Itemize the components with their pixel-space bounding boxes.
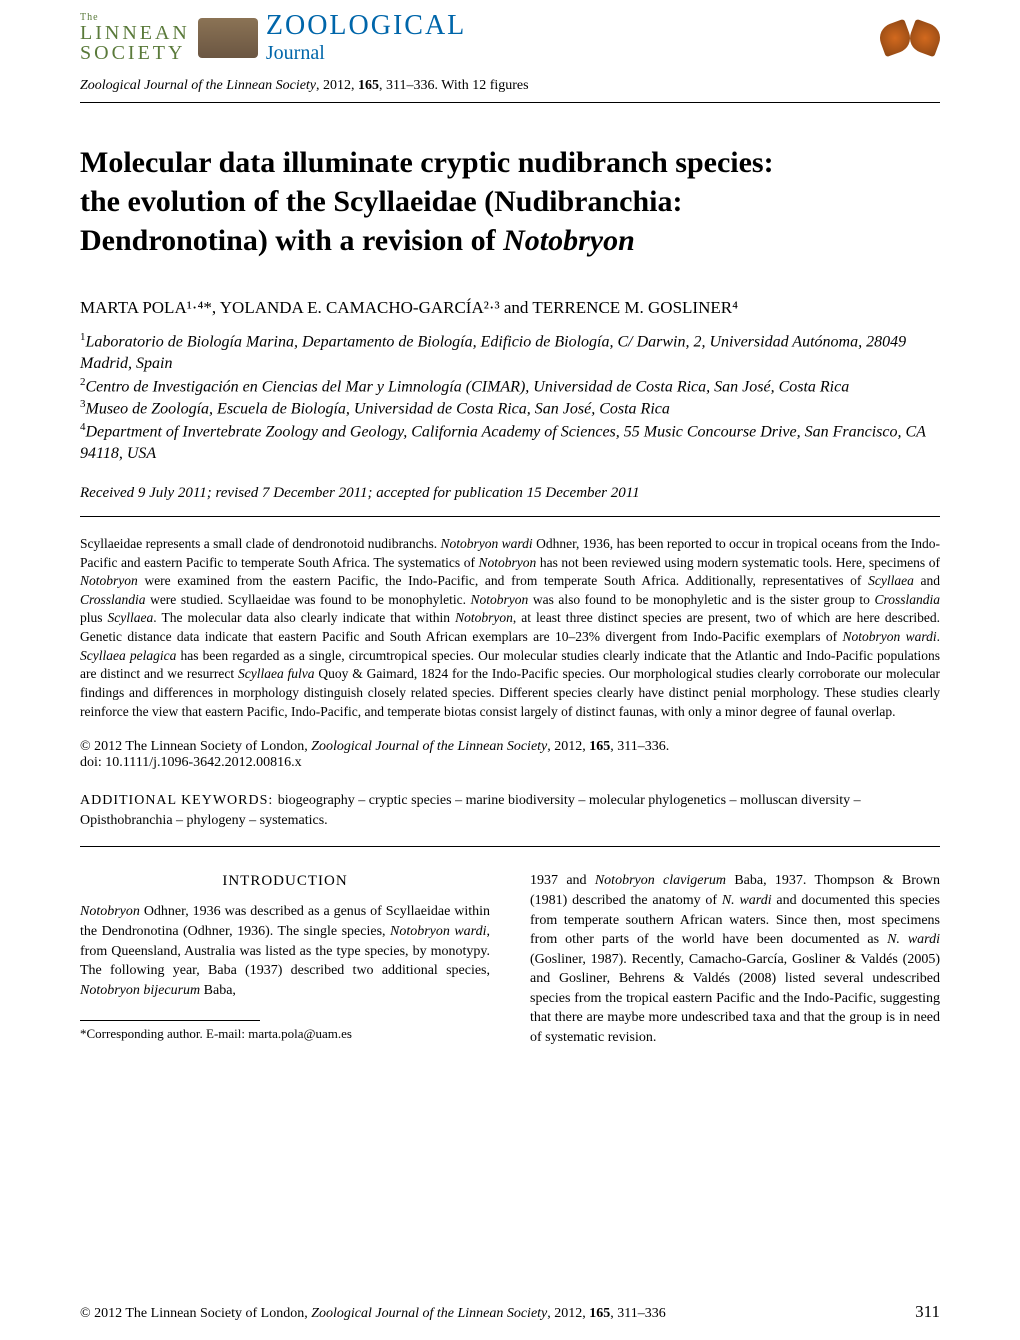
journal-name-sub: Journal bbox=[266, 42, 325, 65]
abs-t: . bbox=[937, 629, 940, 644]
intro-columns: INTRODUCTION Notobryon Odhner, 1936 was … bbox=[80, 847, 940, 1047]
linnean-society-logo: The LINNEAN SOCIETY bbox=[80, 13, 190, 63]
intro-t: (Gosliner, 1987). Recently, Camacho-Garc… bbox=[530, 952, 940, 1045]
citation-pages: , 311–336. With 12 figures bbox=[379, 78, 529, 93]
abs-i: Notobryon bbox=[471, 592, 529, 607]
keywords-block: ADDITIONAL KEYWORDS: biogeography – cryp… bbox=[80, 779, 940, 846]
journal-title-block: ZOOLOGICAL Journal bbox=[266, 10, 466, 65]
cr-a: © 2012 The Linnean Society of London, bbox=[80, 739, 311, 754]
abs-i: Scyllaea pelagica bbox=[80, 648, 176, 663]
intro-i: Notobryon bbox=[80, 904, 140, 919]
intro-i: Notobryon bijecurum bbox=[80, 983, 200, 998]
lion-crest-icon bbox=[198, 18, 258, 58]
intro-t: Baba, bbox=[200, 983, 236, 998]
article-dates: Received 9 July 2011; revised 7 December… bbox=[80, 481, 940, 516]
abs-i: Crosslandia bbox=[874, 592, 940, 607]
abs-i: Notobryon bbox=[479, 555, 537, 570]
abs-i: Scyllaea fulva bbox=[238, 666, 315, 681]
intro-heading: INTRODUCTION bbox=[80, 871, 490, 902]
keywords-label: ADDITIONAL KEYWORDS: bbox=[80, 793, 278, 808]
affil-2: Centro de Investigación en Ciencias del … bbox=[86, 378, 850, 395]
ft-a: © 2012 The Linnean Society of London, bbox=[80, 1306, 311, 1321]
abs-t: has not been reviewed using modern syste… bbox=[536, 555, 940, 570]
society-the: The bbox=[80, 13, 190, 23]
abs-t: were studied. Scyllaeidae was found to b… bbox=[146, 592, 471, 607]
copyright-block: © 2012 The Linnean Society of London, Zo… bbox=[80, 731, 940, 779]
society-name-2: SOCIETY bbox=[80, 43, 190, 63]
footer-citation: © 2012 The Linnean Society of London, Zo… bbox=[80, 1306, 666, 1322]
page-number: 311 bbox=[915, 1302, 940, 1322]
abs-t: plus bbox=[80, 610, 108, 625]
ft-journal: Zoological Journal of the Linnean Societ… bbox=[311, 1306, 547, 1321]
abs-t: . The molecular data also clearly indica… bbox=[153, 610, 455, 625]
main-content: Molecular data illuminate cryptic nudibr… bbox=[0, 103, 1020, 1048]
abs-i: Notobryon wardi bbox=[441, 536, 533, 551]
abs-t: was also found to be monophyletic and is… bbox=[528, 592, 874, 607]
journal-name-main: ZOOLOGICAL bbox=[266, 10, 466, 42]
citation-journal: Zoological Journal of the Linnean Societ… bbox=[80, 78, 316, 93]
society-name-1: LINNEAN bbox=[80, 23, 190, 43]
doi-line: doi: 10.1111/j.1096-3642.2012.00816.x bbox=[80, 755, 302, 770]
intro-right-para: 1937 and Notobryon clavigerum Baba, 1937… bbox=[530, 871, 940, 1047]
cr-vol: 165 bbox=[589, 739, 610, 754]
intro-i: Notobryon clavigerum bbox=[595, 873, 726, 888]
abs-t: Scyllaeidae represents a small clade of … bbox=[80, 536, 441, 551]
left-column: INTRODUCTION Notobryon Odhner, 1936 was … bbox=[80, 871, 490, 1047]
abs-i: Notobryon bbox=[455, 610, 513, 625]
article-title: Molecular data illuminate cryptic nudibr… bbox=[80, 143, 940, 260]
abs-i: Crosslandia bbox=[80, 592, 146, 607]
abs-i: Notobryon bbox=[80, 573, 138, 588]
abs-t: and bbox=[914, 573, 940, 588]
intro-i: N. wardi bbox=[722, 893, 772, 908]
title-genus: Notobryon bbox=[503, 224, 635, 257]
society-logo-block: The LINNEAN SOCIETY ZOOLOGICAL Journal bbox=[80, 10, 466, 65]
title-line2: the evolution of the Scyllaeidae (Nudibr… bbox=[80, 185, 683, 218]
citation-volume: 165 bbox=[358, 78, 379, 93]
header-citation: Zoological Journal of the Linnean Societ… bbox=[0, 70, 1020, 102]
authors-line: MARTA POLA¹·⁴*, YOLANDA E. CAMACHO-GARCÍ… bbox=[80, 280, 940, 330]
ft-d: , 311–336 bbox=[610, 1306, 665, 1321]
intro-i: N. wardi bbox=[887, 932, 940, 947]
cr-journal: Zoological Journal of the Linnean Societ… bbox=[311, 739, 547, 754]
page-footer: © 2012 The Linnean Society of London, Zo… bbox=[80, 1302, 940, 1322]
cr-d: , 311–336. bbox=[610, 739, 669, 754]
intro-left-para: Notobryon Odhner, 1936 was described as … bbox=[80, 902, 490, 1000]
abs-i: Scyllaea bbox=[868, 573, 914, 588]
citation-year: , 2012, bbox=[316, 78, 358, 93]
title-line3-pre: Dendronotina) with a revision of bbox=[80, 224, 503, 257]
abstract-text: Scyllaeidae represents a small clade of … bbox=[80, 517, 940, 731]
affil-1: Laboratorio de Biología Marina, Departam… bbox=[80, 333, 906, 372]
ft-c: , 2012, bbox=[547, 1306, 589, 1321]
abs-t: were examined from the eastern Pacific, … bbox=[138, 573, 868, 588]
affiliations-block: 1Laboratorio de Biología Marina, Departa… bbox=[80, 330, 940, 481]
intro-i: Notobryon wardi bbox=[390, 924, 487, 939]
journal-header: The LINNEAN SOCIETY ZOOLOGICAL Journal bbox=[0, 0, 1020, 70]
abs-i: Scyllaea bbox=[108, 610, 154, 625]
affil-3: Museo de Zoología, Escuela de Biología, … bbox=[86, 401, 670, 418]
article-title-block: Molecular data illuminate cryptic nudibr… bbox=[80, 103, 940, 280]
affil-4: Department of Invertebrate Zoology and G… bbox=[80, 424, 926, 463]
corresponding-author-footnote: *Corresponding author. E-mail: marta.pol… bbox=[80, 1025, 490, 1043]
abs-i: Notobryon wardi bbox=[843, 629, 937, 644]
butterfly-icon bbox=[880, 18, 940, 58]
footnote-rule bbox=[80, 1020, 260, 1021]
intro-t: 1937 and bbox=[530, 873, 595, 888]
cr-c: , 2012, bbox=[547, 739, 589, 754]
title-line1: Molecular data illuminate cryptic nudibr… bbox=[80, 146, 774, 179]
right-column: 1937 and Notobryon clavigerum Baba, 1937… bbox=[530, 871, 940, 1047]
ft-vol: 165 bbox=[589, 1306, 610, 1321]
